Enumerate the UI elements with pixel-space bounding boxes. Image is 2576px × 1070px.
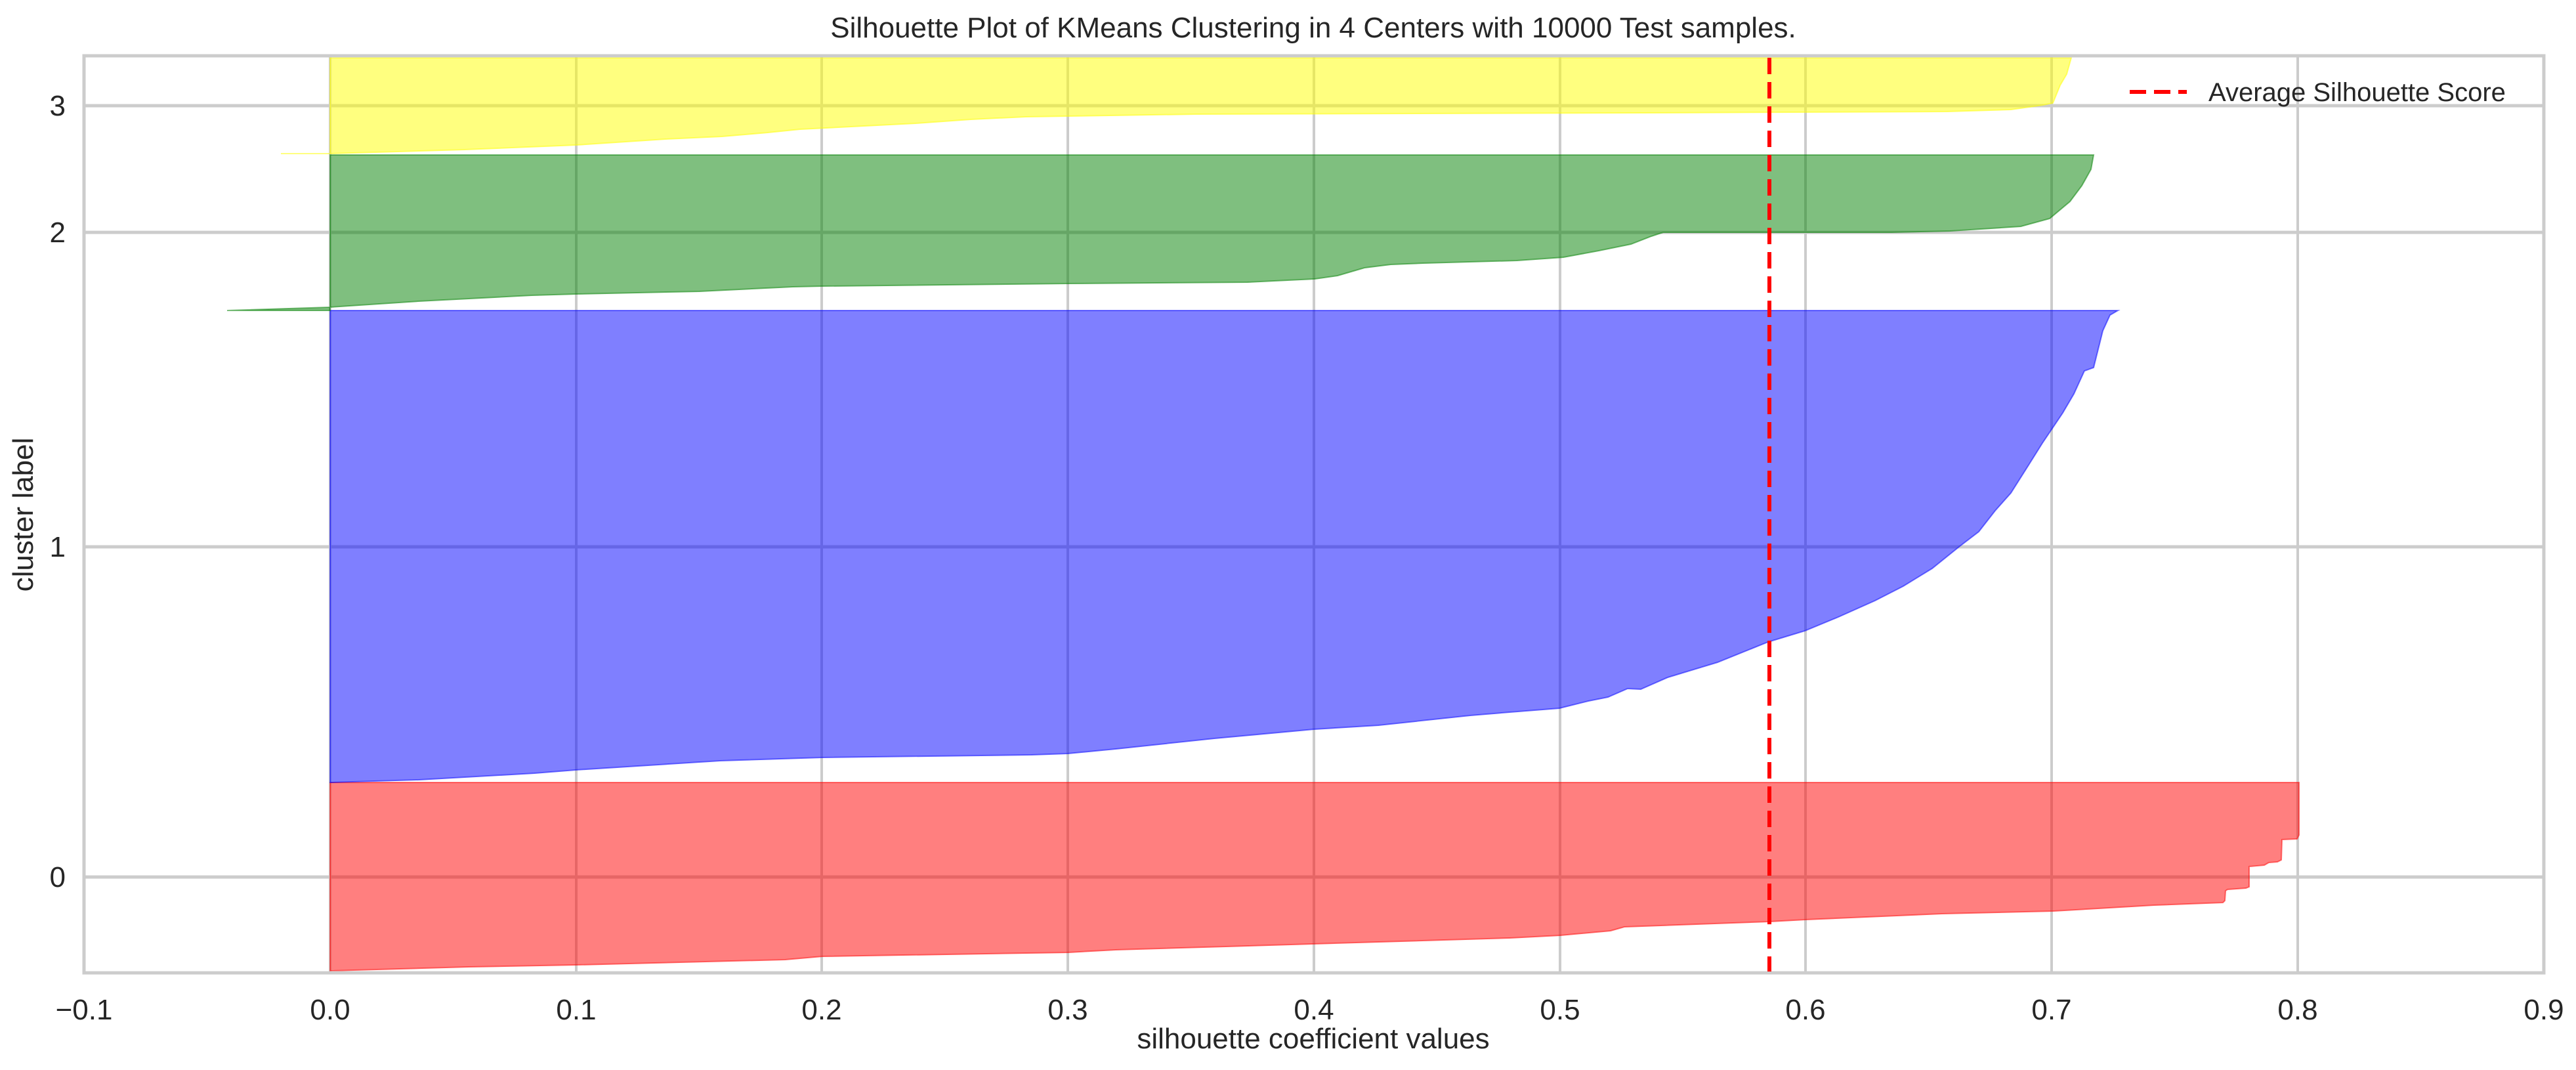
cluster-1-silhouette xyxy=(329,310,2121,783)
x-tick: 0.3 xyxy=(1047,994,1087,1026)
cluster-3-silhouette xyxy=(281,57,2073,154)
x-tick: 0.2 xyxy=(801,994,841,1026)
x-tick: 0.4 xyxy=(1294,994,1334,1026)
legend-label: Average Silhouette Score xyxy=(2208,78,2506,107)
x-tick: 0.9 xyxy=(2523,994,2564,1026)
axes-frame xyxy=(82,54,2546,975)
x-tick: 0.8 xyxy=(2277,994,2317,1026)
x-tick: 0.7 xyxy=(2031,994,2071,1026)
chart-title: Silhouette Plot of KMeans Clustering in … xyxy=(830,12,1796,44)
x-tick-labels: −0.1 0.0 0.1 0.2 0.3 0.4 0.5 0.6 0.7 0.8… xyxy=(56,994,2564,1026)
cluster-0-silhouette xyxy=(329,782,2300,972)
x-tick: 0.5 xyxy=(1540,994,1580,1026)
y-tick-0: 0 xyxy=(50,861,66,893)
x-tick: 0.1 xyxy=(556,994,596,1026)
x-axis-label: silhouette coefficient values xyxy=(1137,1023,1489,1055)
y-tick-1: 1 xyxy=(50,531,66,563)
y-axis-label: cluster label xyxy=(7,438,39,592)
cluster-2-silhouette xyxy=(226,154,2095,311)
x-tick: 0.0 xyxy=(310,994,350,1026)
y-tick-3: 3 xyxy=(50,90,66,122)
x-tick: −0.1 xyxy=(56,994,113,1026)
y-tick-2: 2 xyxy=(50,217,66,249)
legend: Average Silhouette Score xyxy=(2130,78,2506,107)
x-tick: 0.6 xyxy=(1785,994,1825,1026)
y-tick-labels: 0 1 2 3 xyxy=(50,90,66,893)
